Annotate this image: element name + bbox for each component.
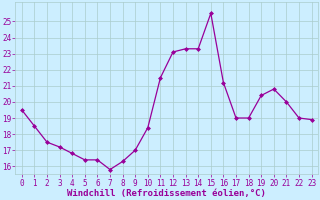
X-axis label: Windchill (Refroidissement éolien,°C): Windchill (Refroidissement éolien,°C) <box>67 189 266 198</box>
